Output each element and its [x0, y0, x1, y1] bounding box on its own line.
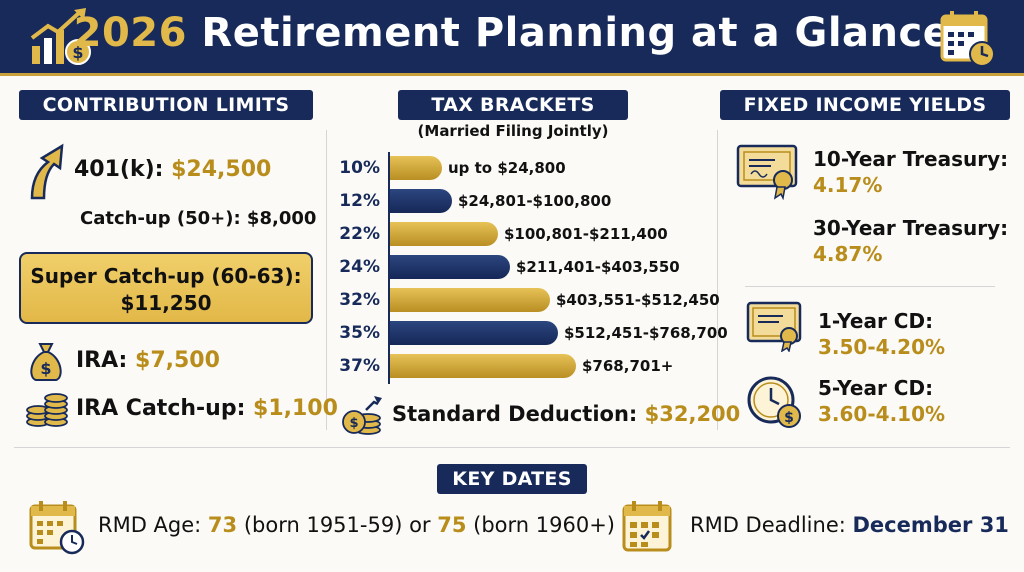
page-title: 2026 Retirement Planning at a Glance: [73, 10, 951, 56]
bracket-bar: [390, 354, 576, 378]
certificate-icon: [736, 144, 798, 200]
cd-1-label: 1-Year CD:: [818, 309, 934, 333]
standard-deduction: Standard Deduction: $32,200: [392, 402, 741, 426]
ira-limit: IRA: $7,500: [76, 348, 220, 373]
bracket-range: $24,801-$100,800: [458, 192, 612, 210]
bracket-range: $211,401-$403,550: [516, 258, 680, 276]
treasury-30-value: 4.87%: [813, 242, 883, 266]
bracket-rate: 10%: [339, 158, 380, 178]
cd-1-value: 3.50-4.20%: [818, 335, 946, 359]
column-divider: [717, 130, 718, 430]
coin-stack-icon: [26, 393, 68, 427]
rmd-deadline: RMD Deadline: December 31: [690, 513, 1009, 537]
contribution-heading: CONTRIBUTION LIMITS: [19, 90, 313, 120]
treasury-10-label: 10-Year Treasury:: [813, 147, 1009, 171]
treasury-30-label: 30-Year Treasury:: [813, 216, 1009, 240]
column-divider: [326, 130, 327, 430]
bracket-rate: 35%: [339, 323, 380, 343]
certificate-icon: [746, 301, 802, 352]
svg-text:$: $: [349, 416, 358, 431]
cd-5-label: 5-Year CD:: [818, 376, 934, 400]
header-banner: $ 2026 Retirement Planning at a Glance: [0, 0, 1024, 76]
bracket-range: $100,801-$211,400: [504, 225, 668, 243]
bracket-axis: [388, 152, 390, 384]
bracket-rate: 32%: [339, 290, 380, 310]
bracket-bar: [390, 222, 498, 246]
svg-text:$: $: [40, 359, 51, 378]
section-divider: [14, 447, 1010, 448]
super-catchup-box: Super Catch-up (60-63): $11,250: [19, 252, 313, 324]
k401-limit: 401(k): $24,500: [74, 157, 272, 182]
cd-5-value: 3.60-4.10%: [818, 402, 946, 426]
up-arrow-icon: [30, 143, 64, 200]
bracket-rate: 12%: [339, 191, 380, 211]
bracket-rate: 24%: [339, 257, 380, 277]
clock-dollar-icon: $: [747, 376, 801, 428]
bracket-range: $403,551-$512,450: [556, 291, 720, 309]
calendar-icon: [622, 501, 672, 552]
bracket-range: $768,701+: [582, 357, 674, 375]
calendar-clock-icon: [940, 11, 995, 67]
calendar-icon: [29, 501, 85, 555]
yields-divider: [745, 286, 995, 287]
coins-growth-icon: $: [342, 396, 382, 435]
super-catchup-label: Super Catch-up (60-63):: [30, 264, 302, 288]
money-bag-icon: $: [30, 343, 62, 381]
bracket-bar: [390, 189, 452, 213]
svg-text:$: $: [784, 410, 794, 426]
catchup-limit: Catch-up (50+): $8,000: [80, 208, 317, 229]
dates-heading: KEY DATES: [437, 464, 587, 494]
bracket-bar: [390, 321, 558, 345]
bracket-bar: [390, 255, 510, 279]
ira-catchup-limit: IRA Catch-up: $1,100: [76, 396, 338, 421]
rmd-age: RMD Age: 73 (born 1951-59) or 75 (born 1…: [98, 513, 615, 537]
super-catchup-value: $11,250: [120, 291, 212, 315]
bracket-range: $512,451-$768,700: [564, 324, 728, 342]
svg-text:$: $: [72, 43, 83, 62]
bracket-rate: 37%: [339, 356, 380, 376]
yields-heading: FIXED INCOME YIELDS: [720, 90, 1010, 120]
bracket-bar: [390, 288, 550, 312]
bracket-rate: 22%: [339, 224, 380, 244]
tax-heading: TAX BRACKETS: [398, 90, 628, 120]
bracket-bar: [390, 156, 442, 180]
tax-subheading: (Married Filing Jointly): [417, 122, 609, 140]
growth-chart-icon: $: [30, 8, 91, 65]
treasury-10-value: 4.17%: [813, 173, 883, 197]
bracket-range: up to $24,800: [448, 159, 566, 177]
